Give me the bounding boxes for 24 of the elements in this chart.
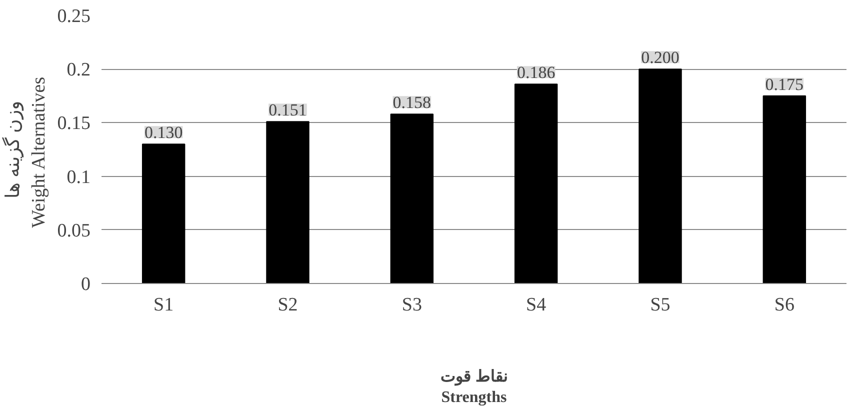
x-tick-label: S3 bbox=[402, 294, 422, 316]
x-tick-label: S4 bbox=[526, 294, 547, 316]
bar bbox=[514, 84, 558, 284]
bar bbox=[142, 144, 186, 284]
bar bbox=[638, 68, 682, 284]
data-label: 0.186 bbox=[516, 63, 556, 82]
bar bbox=[762, 95, 806, 284]
x-tick-label: S2 bbox=[278, 294, 298, 316]
y-tick-label: 0.2 bbox=[66, 60, 90, 81]
x-tick-label: S1 bbox=[154, 294, 174, 316]
y-tick-label: 0.1 bbox=[66, 166, 90, 188]
data-label: 0.130 bbox=[144, 123, 183, 142]
x-tick-label: S5 bbox=[650, 294, 670, 316]
bar bbox=[390, 114, 434, 284]
x-tick-label: S6 bbox=[774, 294, 794, 316]
y-tick-label: 0 bbox=[81, 274, 90, 295]
bar bbox=[266, 121, 310, 284]
data-label: 0.158 bbox=[392, 93, 432, 112]
data-label: 0.175 bbox=[765, 74, 804, 94]
data-label: 0.200 bbox=[641, 48, 680, 68]
y-tick-label: 0.05 bbox=[57, 220, 90, 242]
y-tick-label: 0.15 bbox=[57, 113, 90, 134]
data-label: 0.151 bbox=[268, 100, 307, 120]
y-tick-label: 0.25 bbox=[57, 6, 90, 27]
